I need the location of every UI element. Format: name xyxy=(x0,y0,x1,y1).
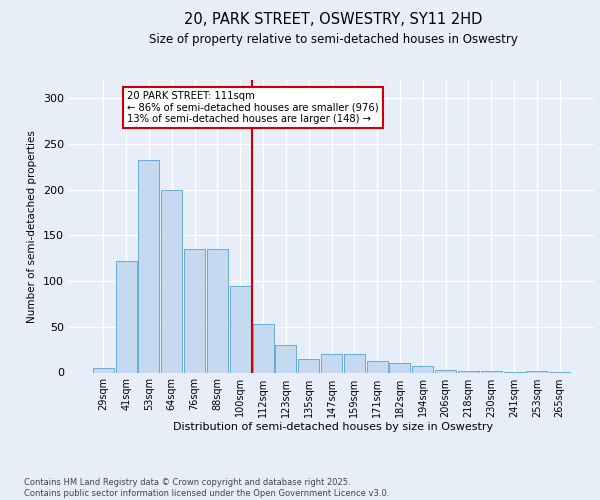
Bar xyxy=(435,370,456,372)
Text: 20 PARK STREET: 111sqm
← 86% of semi-detached houses are smaller (976)
13% of se: 20 PARK STREET: 111sqm ← 86% of semi-det… xyxy=(127,91,379,124)
Bar xyxy=(116,261,137,372)
Text: Distribution of semi-detached houses by size in Oswestry: Distribution of semi-detached houses by … xyxy=(173,422,493,432)
Bar xyxy=(321,354,342,372)
Bar xyxy=(207,249,228,372)
Bar xyxy=(412,366,433,372)
Bar xyxy=(526,370,547,372)
Bar xyxy=(344,354,365,372)
Bar xyxy=(298,359,319,372)
Text: 20, PARK STREET, OSWESTRY, SY11 2HD: 20, PARK STREET, OSWESTRY, SY11 2HD xyxy=(184,12,482,28)
Bar xyxy=(481,370,502,372)
Bar xyxy=(139,160,160,372)
Bar xyxy=(389,364,410,372)
Bar xyxy=(458,370,479,372)
Bar xyxy=(93,368,114,372)
Bar xyxy=(230,286,251,372)
Text: Size of property relative to semi-detached houses in Oswestry: Size of property relative to semi-detach… xyxy=(149,32,517,46)
Text: Contains HM Land Registry data © Crown copyright and database right 2025.
Contai: Contains HM Land Registry data © Crown c… xyxy=(24,478,389,498)
Bar xyxy=(253,324,274,372)
Bar xyxy=(275,345,296,372)
Bar xyxy=(161,190,182,372)
Y-axis label: Number of semi-detached properties: Number of semi-detached properties xyxy=(28,130,37,322)
Bar xyxy=(184,249,205,372)
Bar xyxy=(367,360,388,372)
